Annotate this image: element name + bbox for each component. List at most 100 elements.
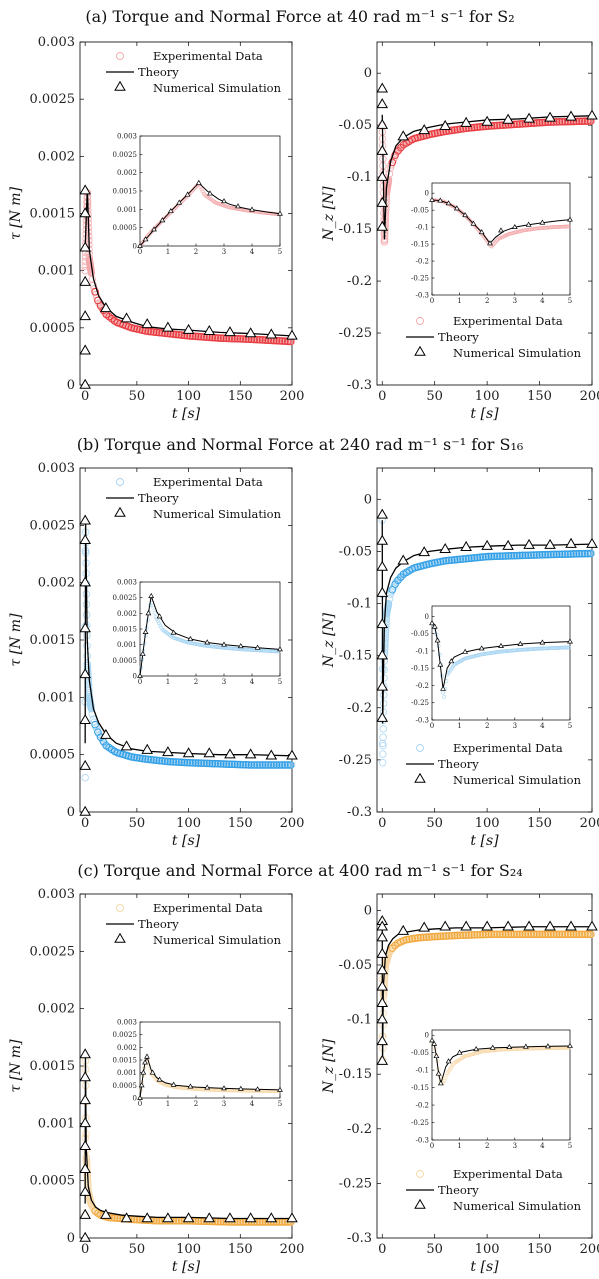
chart-b-normal-experiment-point	[381, 641, 389, 649]
chart-c-normal-ylabel: N_z [N]	[321, 1038, 337, 1094]
chart-c-normal-inset-ytick-label: -0.1	[416, 1067, 430, 1075]
chart-c-torque-inset-xtick-label: 1	[166, 1100, 170, 1108]
chart-b-torque-experiment-point-dark	[189, 759, 197, 767]
chart-a-torque-simulation-point	[79, 241, 91, 252]
chart-a-torque-experiment-point-dark	[133, 325, 141, 333]
chart-b-torque-inset-ytick-label: 0	[133, 673, 137, 681]
chart-c-normal-experiment-point-dark	[575, 930, 583, 939]
chart-c-normal-xtick-label: 200	[580, 1242, 599, 1257]
chart-a-normal-simulation-point	[481, 115, 493, 126]
chart-a-normal-inset-xtick-label: 4	[540, 297, 545, 305]
chart-c-normal-inset-xtick-label: 2	[485, 1142, 489, 1150]
chart-a-normal-simulation-point	[376, 82, 389, 93]
chart-a-torque-inset-experiment-point	[157, 221, 161, 226]
chart-c-normal-experiment-point-dark	[544, 930, 552, 939]
chart-c-normal-experiment-point-dark	[414, 934, 422, 942]
chart-c-normal-simulation-point	[376, 964, 389, 975]
chart-b-normal-inset-simulation-point	[478, 645, 485, 651]
chart-b-torque-experiment-point-dark	[275, 761, 284, 769]
chart-a-torque-experiment-point-dark	[155, 328, 164, 337]
chart-a-torque-experiment-point-dark	[172, 330, 180, 339]
chart-a-normal-experiment-point-dark	[456, 125, 465, 133]
chart-b-normal-ytick-label: -0.05	[339, 544, 372, 559]
chart-c-normal-experiment-point-dark	[419, 933, 428, 942]
chart-b-normal-experiment-point-dark	[564, 550, 572, 558]
chart-b-normal-experiment-point-dark	[510, 551, 518, 560]
chart-b-normal-inset-simulation-point	[462, 648, 469, 654]
chart-b-torque-inset-experiment-point	[154, 617, 159, 621]
chart-a-normal-experiment-point-dark	[467, 123, 476, 132]
chart-b-normal-experiment-point-dark	[487, 552, 496, 561]
chart-a-torque-xtick-label: 50	[129, 389, 146, 404]
chart-c-torque-ylabel: τ [N m]	[8, 1039, 24, 1093]
chart-c-normal-simulation-point	[376, 996, 389, 1007]
chart-c-normal-experiment-point-dark	[402, 935, 411, 944]
chart-c-normal-xtick-label: 0	[378, 1242, 386, 1257]
chart-a-torque-legend-simulation-label: Numerical Simulation	[153, 81, 282, 95]
chart-b-normal-experiment-point-dark	[482, 552, 490, 561]
chart-c-torque-inset-xtick-label: 0	[138, 1100, 142, 1108]
chart-b-normal-experiment-point-dark	[419, 561, 428, 570]
chart-b-normal-experiment-point-dark	[465, 554, 473, 563]
chart-a-normal-inset-xtick-label: 1	[457, 297, 461, 305]
chart-a-torque-experiment-point-dark	[239, 335, 247, 343]
chart-a-torque-simulation-point	[141, 318, 154, 329]
chart-b-torque-inset-xtick-label: 4	[250, 678, 255, 686]
chart-c-normal-xtick-label: 150	[527, 1242, 552, 1257]
chart-b-normal-experiment-point	[378, 758, 387, 767]
chart-b-torque-experiment-point-dark	[244, 761, 253, 769]
chart-c-normal-experiment-point-dark	[453, 931, 462, 940]
chart-a-torque-experiment-point-dark	[194, 332, 203, 341]
chart-b-torque-experiment-point-dark	[228, 760, 236, 769]
chart-b-normal-experiment-point-dark	[532, 551, 541, 559]
chart-a-torque-inset-simulation-point	[142, 236, 149, 242]
chart-a-torque-experiment-point-dark	[281, 337, 289, 345]
chart-a-normal-experiment-point-dark	[453, 125, 462, 134]
chart-b-torque-experiment-point-dark	[163, 757, 172, 766]
chart-b-torque-simulation-point	[79, 576, 91, 587]
chart-b-torque-inset-simulation-point	[187, 635, 194, 641]
chart-a-torque-inset-simulation-point	[184, 191, 191, 197]
chart-a-normal-legend-experiment-marker	[416, 317, 424, 325]
chart-c-normal-inset-simulation-point	[433, 1053, 440, 1059]
chart-c-normal-ytick-label: -0.15	[339, 1067, 372, 1082]
chart-c-normal-inset-simulation-point	[489, 1044, 496, 1050]
chart-c-torque-inset-ytick-label: 0	[133, 1095, 137, 1103]
chart-b-torque-experiment-point-dark	[222, 760, 231, 768]
chart-b-torque-experiment-point-dark	[130, 753, 138, 762]
chart-b-normal-simulation-point	[502, 539, 514, 550]
chart-b-normal-simulation-point	[544, 538, 556, 549]
chart-c-torque-inset-frame	[139, 1021, 281, 1099]
chart-b-torque-simulation-point	[79, 533, 91, 544]
chart-a-torque-legend-simulation-marker	[114, 80, 126, 91]
chart-b-normal-experiment-point-dark	[549, 550, 558, 559]
chart-c-torque-simulation-point	[203, 1212, 216, 1223]
chart-b-normal-experiment-point	[380, 646, 389, 654]
chart-b-torque-simulation-point	[182, 747, 195, 758]
chart-b-torque-inset-simulation-point	[156, 613, 163, 619]
chart-a-normal-experiment-point-dark	[496, 121, 504, 130]
chart-a-normal-experiment-point-dark	[450, 126, 459, 134]
chart-c-normal-experiment-point-dark	[498, 930, 507, 939]
chart-b-torque-xtick-label: 200	[280, 816, 305, 831]
chart-a-normal-legend-theory-label: Theory	[438, 330, 479, 344]
chart-a-normal-inset-ytick-label: -0.2	[416, 258, 430, 266]
chart-b-torque-inset-simulation-point	[137, 672, 143, 678]
chart-b-torque-ytick-label: 0.0015	[30, 633, 76, 648]
chart-a-normal-simulation-point	[376, 220, 389, 231]
chart-c-normal-experiment-point-dark	[561, 930, 569, 939]
chart-b-torque-inset-theory-line	[139, 595, 281, 677]
chart-b-normal-experiment-point-dark	[541, 550, 549, 559]
chart-a-normal-ylabel: N_z [N]	[321, 186, 337, 242]
chart-b-torque-inset-ytick-label: 0.002	[117, 610, 137, 618]
chart-b-torque-ytick-label: 0.002	[38, 576, 75, 591]
chart-a-normal-inset-simulation-point	[525, 221, 532, 227]
chart-b-torque-experiment-point-dark	[177, 758, 186, 767]
chart-a-torque-ytick-label: 0.003	[38, 35, 75, 50]
chart-a-torque-experiment-point-dark	[200, 333, 208, 341]
chart-a-torque-inset-experiment-point	[198, 185, 203, 189]
chart-b-torque-inset-experiment-point	[274, 649, 279, 654]
chart-c-torque-inset-ytick-label: 0.003	[117, 1019, 137, 1027]
chart-a-torque-simulation-point	[224, 326, 236, 337]
chart-a-torque-ytick-label: 0.0005	[30, 321, 76, 336]
